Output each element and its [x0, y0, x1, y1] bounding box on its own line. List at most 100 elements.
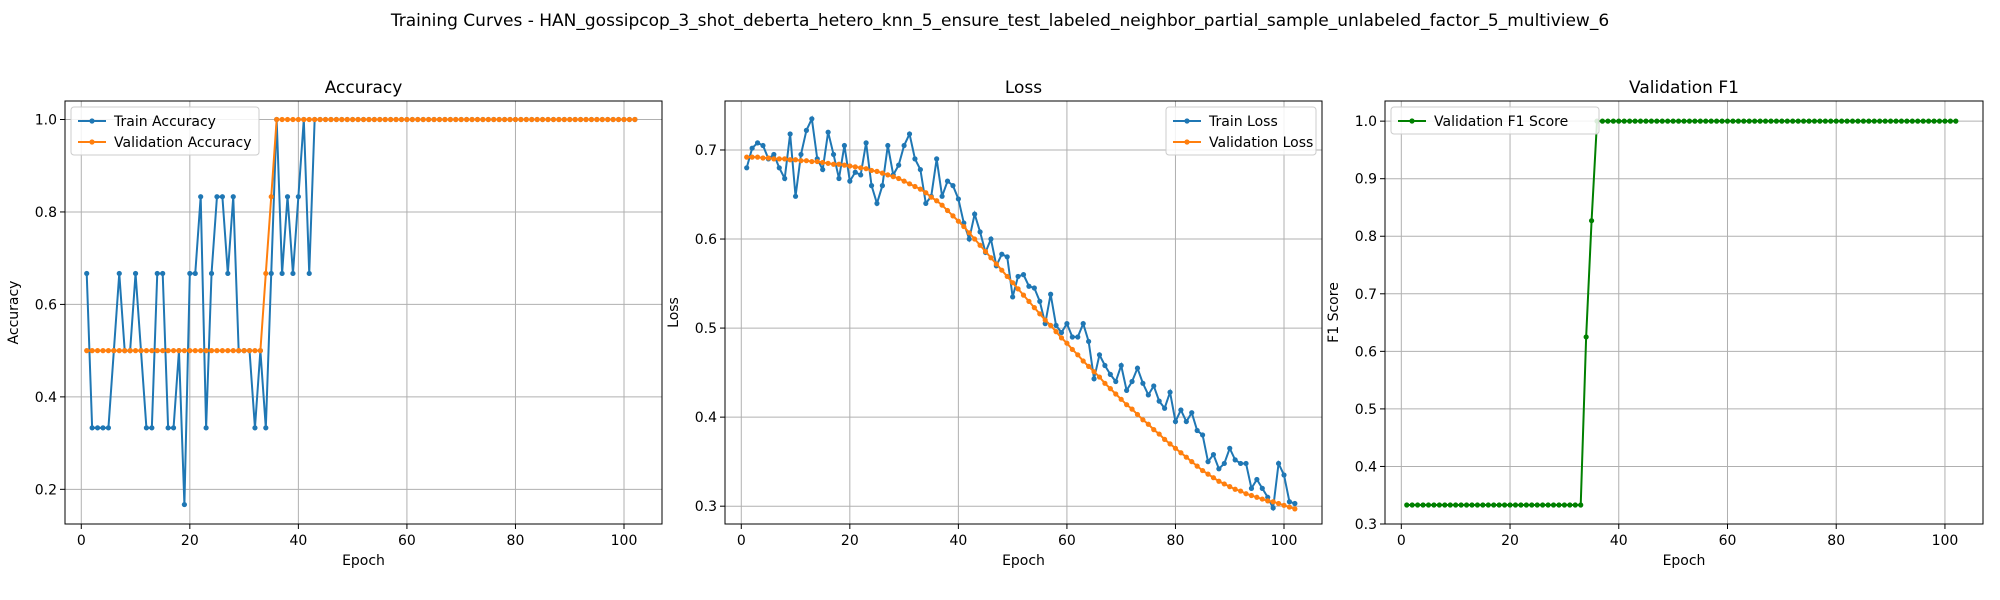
data-point [1855, 118, 1861, 124]
legend-swatch-marker [89, 139, 95, 145]
data-point [1588, 218, 1595, 224]
data-point [1686, 118, 1693, 124]
data-point [1909, 118, 1915, 124]
data-point [306, 270, 312, 277]
legend-label: Train Accuracy [113, 114, 216, 130]
x-axis-label: Epoch [1663, 553, 1706, 569]
data-point [820, 159, 826, 166]
data-point [1496, 502, 1502, 508]
data-point [105, 425, 112, 431]
data-point [1259, 496, 1265, 502]
data-point [1469, 502, 1475, 508]
data-point [420, 116, 426, 123]
y-tick-label: 1.0 [35, 112, 57, 128]
y-tick-label: 0.5 [695, 321, 717, 337]
data-point [1540, 502, 1546, 508]
data-point [518, 116, 524, 123]
data-point [1915, 118, 1921, 124]
data-point [1730, 118, 1736, 124]
data-point [1637, 118, 1644, 124]
data-point [1010, 294, 1016, 300]
series-train-accuracy [84, 116, 638, 508]
data-point [1550, 502, 1557, 508]
data-point [1064, 340, 1070, 346]
data-point [1189, 410, 1195, 416]
plots-container: 0 20 40 60 80 100 0.2 0.4 0.6 0.8 1.0 Accuracy Epoch… [6, 78, 1984, 569]
legend: Validation F1 Score [1390, 106, 1600, 135]
data-point [841, 142, 848, 149]
data-point [896, 162, 902, 168]
data-point [577, 116, 584, 123]
data-point [771, 151, 777, 158]
data-point [1442, 502, 1448, 508]
data-point [274, 116, 280, 123]
data-point [306, 116, 312, 123]
data-point [1286, 499, 1293, 505]
data-point [1086, 338, 1092, 345]
x-tick-label: 40 [949, 533, 967, 549]
data-point [1281, 472, 1287, 478]
x-tick-label: 40 [1610, 533, 1628, 549]
data-point [912, 156, 918, 162]
data-point [1898, 118, 1905, 124]
data-point [1860, 118, 1866, 124]
legend-label: Validation F1 Score [1434, 114, 1568, 130]
data-point [366, 116, 372, 123]
data-point [1275, 500, 1282, 507]
data-point [1194, 427, 1200, 434]
data-point [1887, 118, 1894, 124]
data-point [1237, 488, 1244, 494]
data-point [187, 270, 193, 277]
data-point [1567, 502, 1573, 508]
data-point [1205, 459, 1211, 465]
data-point [1415, 502, 1421, 508]
data-point [453, 116, 459, 123]
data-point [1463, 502, 1470, 508]
data-point [496, 116, 502, 123]
data-point [154, 270, 160, 277]
data-point [744, 154, 750, 160]
data-point [225, 348, 231, 354]
data-point [1942, 118, 1948, 124]
data-point [1037, 298, 1043, 304]
data-point [105, 348, 112, 354]
data-point [382, 116, 388, 123]
data-point [529, 116, 535, 123]
data-point [1107, 386, 1113, 392]
data-point [1583, 334, 1589, 340]
data-point [1086, 363, 1092, 369]
chart-title: Validation F1 [1629, 78, 1739, 98]
y-tick-label: 0.4 [695, 410, 717, 426]
data-point [972, 236, 978, 242]
data-point [398, 116, 405, 123]
data-point [999, 267, 1005, 273]
data-point [1096, 374, 1103, 380]
data-point [760, 155, 766, 161]
y-axis-label: F1 Score [1326, 282, 1342, 343]
data-point [928, 194, 934, 200]
data-point [1545, 502, 1551, 508]
y-axis-label: Loss [666, 297, 682, 328]
data-point [143, 348, 150, 354]
data-point [263, 270, 269, 277]
data-point [279, 270, 285, 277]
data-point [545, 116, 551, 123]
data-point [1037, 311, 1043, 317]
data-point [1004, 254, 1010, 260]
data-point [1491, 502, 1497, 508]
data-point [1409, 502, 1415, 508]
data-point [491, 116, 497, 123]
data-point [279, 116, 285, 123]
chart-panel-2: 0 20 40 60 80 100 0.3 0.4 0.5 0.6 0.7 0.8 0.9 1.0 Vali… [1326, 78, 1984, 569]
data-point [1735, 118, 1741, 124]
data-point [825, 160, 831, 166]
data-point [1610, 118, 1616, 124]
data-point [295, 194, 301, 200]
data-point [284, 194, 291, 200]
data-point [165, 425, 171, 431]
data-point [431, 116, 437, 123]
x-tick-label: 0 [737, 533, 746, 549]
data-point [917, 166, 923, 173]
data-point [792, 157, 799, 163]
data-point [1265, 494, 1271, 500]
